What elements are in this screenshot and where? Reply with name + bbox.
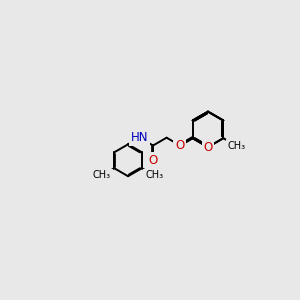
Text: HN: HN (131, 131, 148, 144)
Text: O: O (203, 141, 213, 154)
Text: O: O (148, 154, 158, 166)
Text: CH₃: CH₃ (145, 170, 163, 180)
Text: O: O (175, 140, 184, 152)
Text: CH₃: CH₃ (227, 141, 245, 151)
Text: CH₃: CH₃ (93, 170, 111, 180)
Text: O: O (176, 139, 185, 152)
